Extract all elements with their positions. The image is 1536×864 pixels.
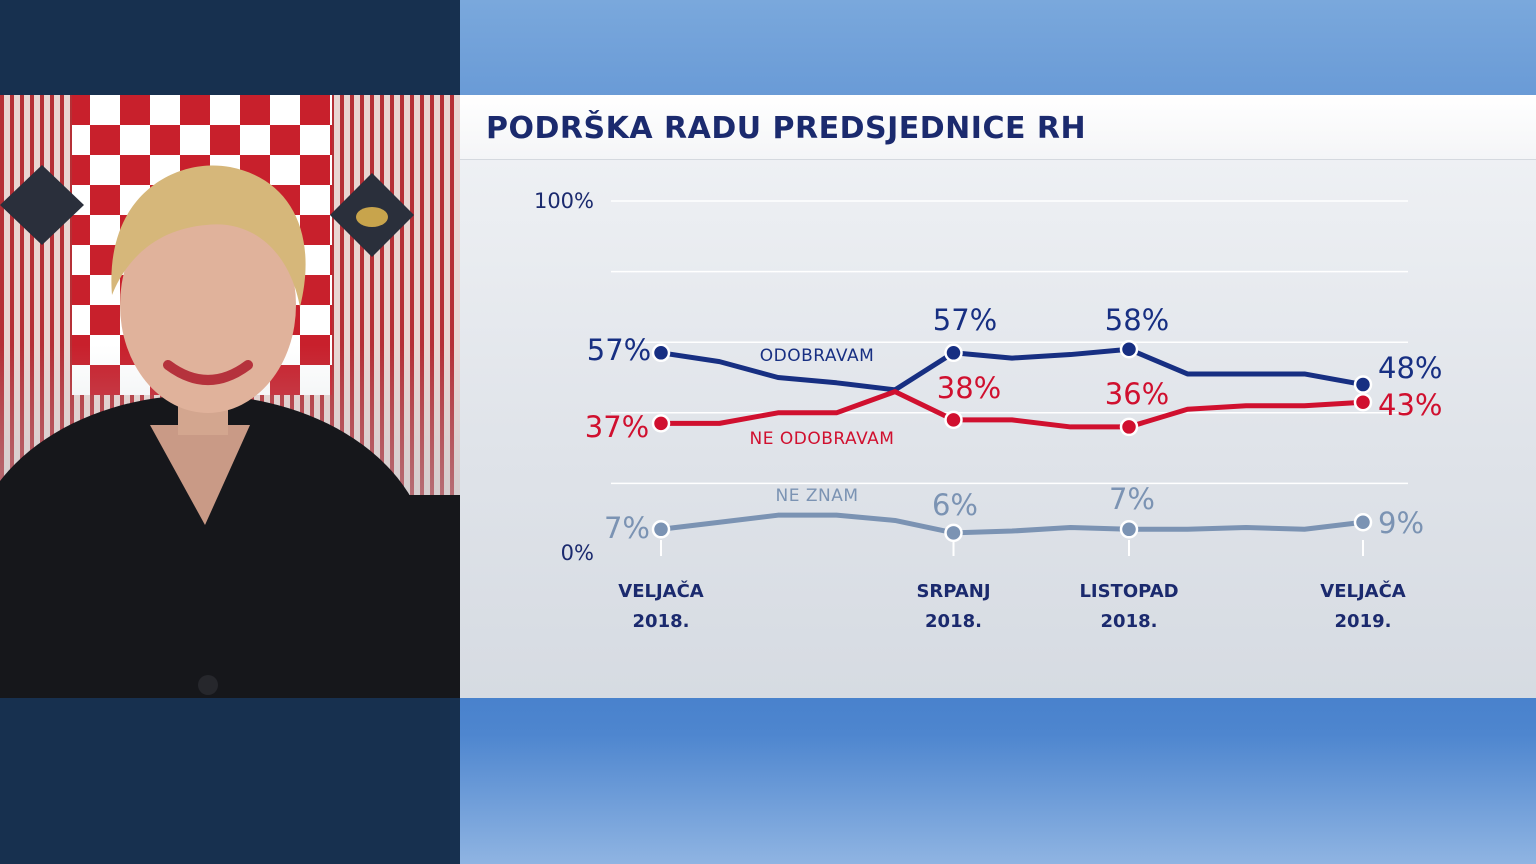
data-label: 38% bbox=[937, 371, 1001, 405]
data-point bbox=[651, 414, 671, 433]
series-name-label: NE ODOBRAVAM bbox=[750, 429, 895, 449]
data-label: 9% bbox=[1378, 506, 1424, 540]
x-tick-label-year: 2019. bbox=[1335, 611, 1392, 632]
data-point bbox=[1119, 520, 1139, 539]
data-point bbox=[944, 410, 963, 430]
x-tick-label: VELJAČA bbox=[618, 580, 704, 602]
series-line bbox=[658, 512, 1366, 536]
chart-title: PODRŠKA RADU PREDSJEDNICE RH bbox=[486, 111, 1087, 146]
data-label: 58% bbox=[1105, 303, 1169, 337]
data-label: 37% bbox=[585, 410, 649, 444]
hair bbox=[111, 165, 306, 307]
data-label: 43% bbox=[1378, 388, 1442, 422]
x-tick-label: VELJAČA bbox=[1320, 580, 1406, 602]
data-labels: 57% 57% 58% 48% 37% 38% 36% 43% 7% 6% 7% 9% bbox=[585, 303, 1443, 545]
data-point bbox=[1353, 512, 1373, 532]
x-tick-label-year: 2018. bbox=[1101, 611, 1158, 632]
grid-lines bbox=[611, 200, 1408, 556]
x-tick-label-year: 2018. bbox=[925, 611, 982, 632]
data-point bbox=[1119, 417, 1139, 437]
series bbox=[651, 340, 1373, 543]
data-label: 36% bbox=[1105, 377, 1169, 411]
x-tick-label-year: 2018. bbox=[633, 611, 690, 632]
data-label: 57% bbox=[587, 333, 651, 367]
face bbox=[120, 197, 296, 413]
data-label: 57% bbox=[933, 303, 997, 337]
x-tick-label: SRPANJ bbox=[916, 581, 990, 602]
x-tick-label: LISTOPAD bbox=[1079, 581, 1178, 602]
series-line bbox=[658, 389, 1366, 430]
data-point bbox=[651, 343, 671, 363]
data-point bbox=[1353, 375, 1373, 394]
data-label: 48% bbox=[1378, 351, 1442, 385]
y-tick-label-0: 0% bbox=[561, 541, 594, 565]
data-point bbox=[651, 520, 671, 539]
series-names: ODOBRAVAM NE ODOBRAVAM NE ZNAM bbox=[750, 346, 895, 506]
data-point bbox=[1119, 340, 1139, 359]
data-label: 7% bbox=[604, 511, 650, 545]
x-axis-labels: VELJAČA 2018. SRPANJ 2018. LISTOPAD 2018. VELJ… bbox=[618, 580, 1406, 632]
data-label: 7% bbox=[1109, 482, 1155, 516]
data-point bbox=[944, 343, 963, 363]
series-name-label: NE ZNAM bbox=[775, 486, 858, 506]
y-tick-label-100: 100% bbox=[534, 189, 594, 213]
president-photo bbox=[0, 95, 460, 698]
data-label: 6% bbox=[932, 488, 978, 522]
title-bar: PODRŠKA RADU PREDSJEDNICE RH bbox=[460, 95, 1536, 160]
data-point bbox=[1353, 392, 1373, 412]
series-line bbox=[658, 346, 1366, 393]
emblem-left-icon bbox=[0, 165, 84, 245]
portrait-illustration bbox=[0, 95, 460, 698]
data-point bbox=[944, 523, 963, 543]
series-name-label: ODOBRAVAM bbox=[760, 346, 875, 366]
